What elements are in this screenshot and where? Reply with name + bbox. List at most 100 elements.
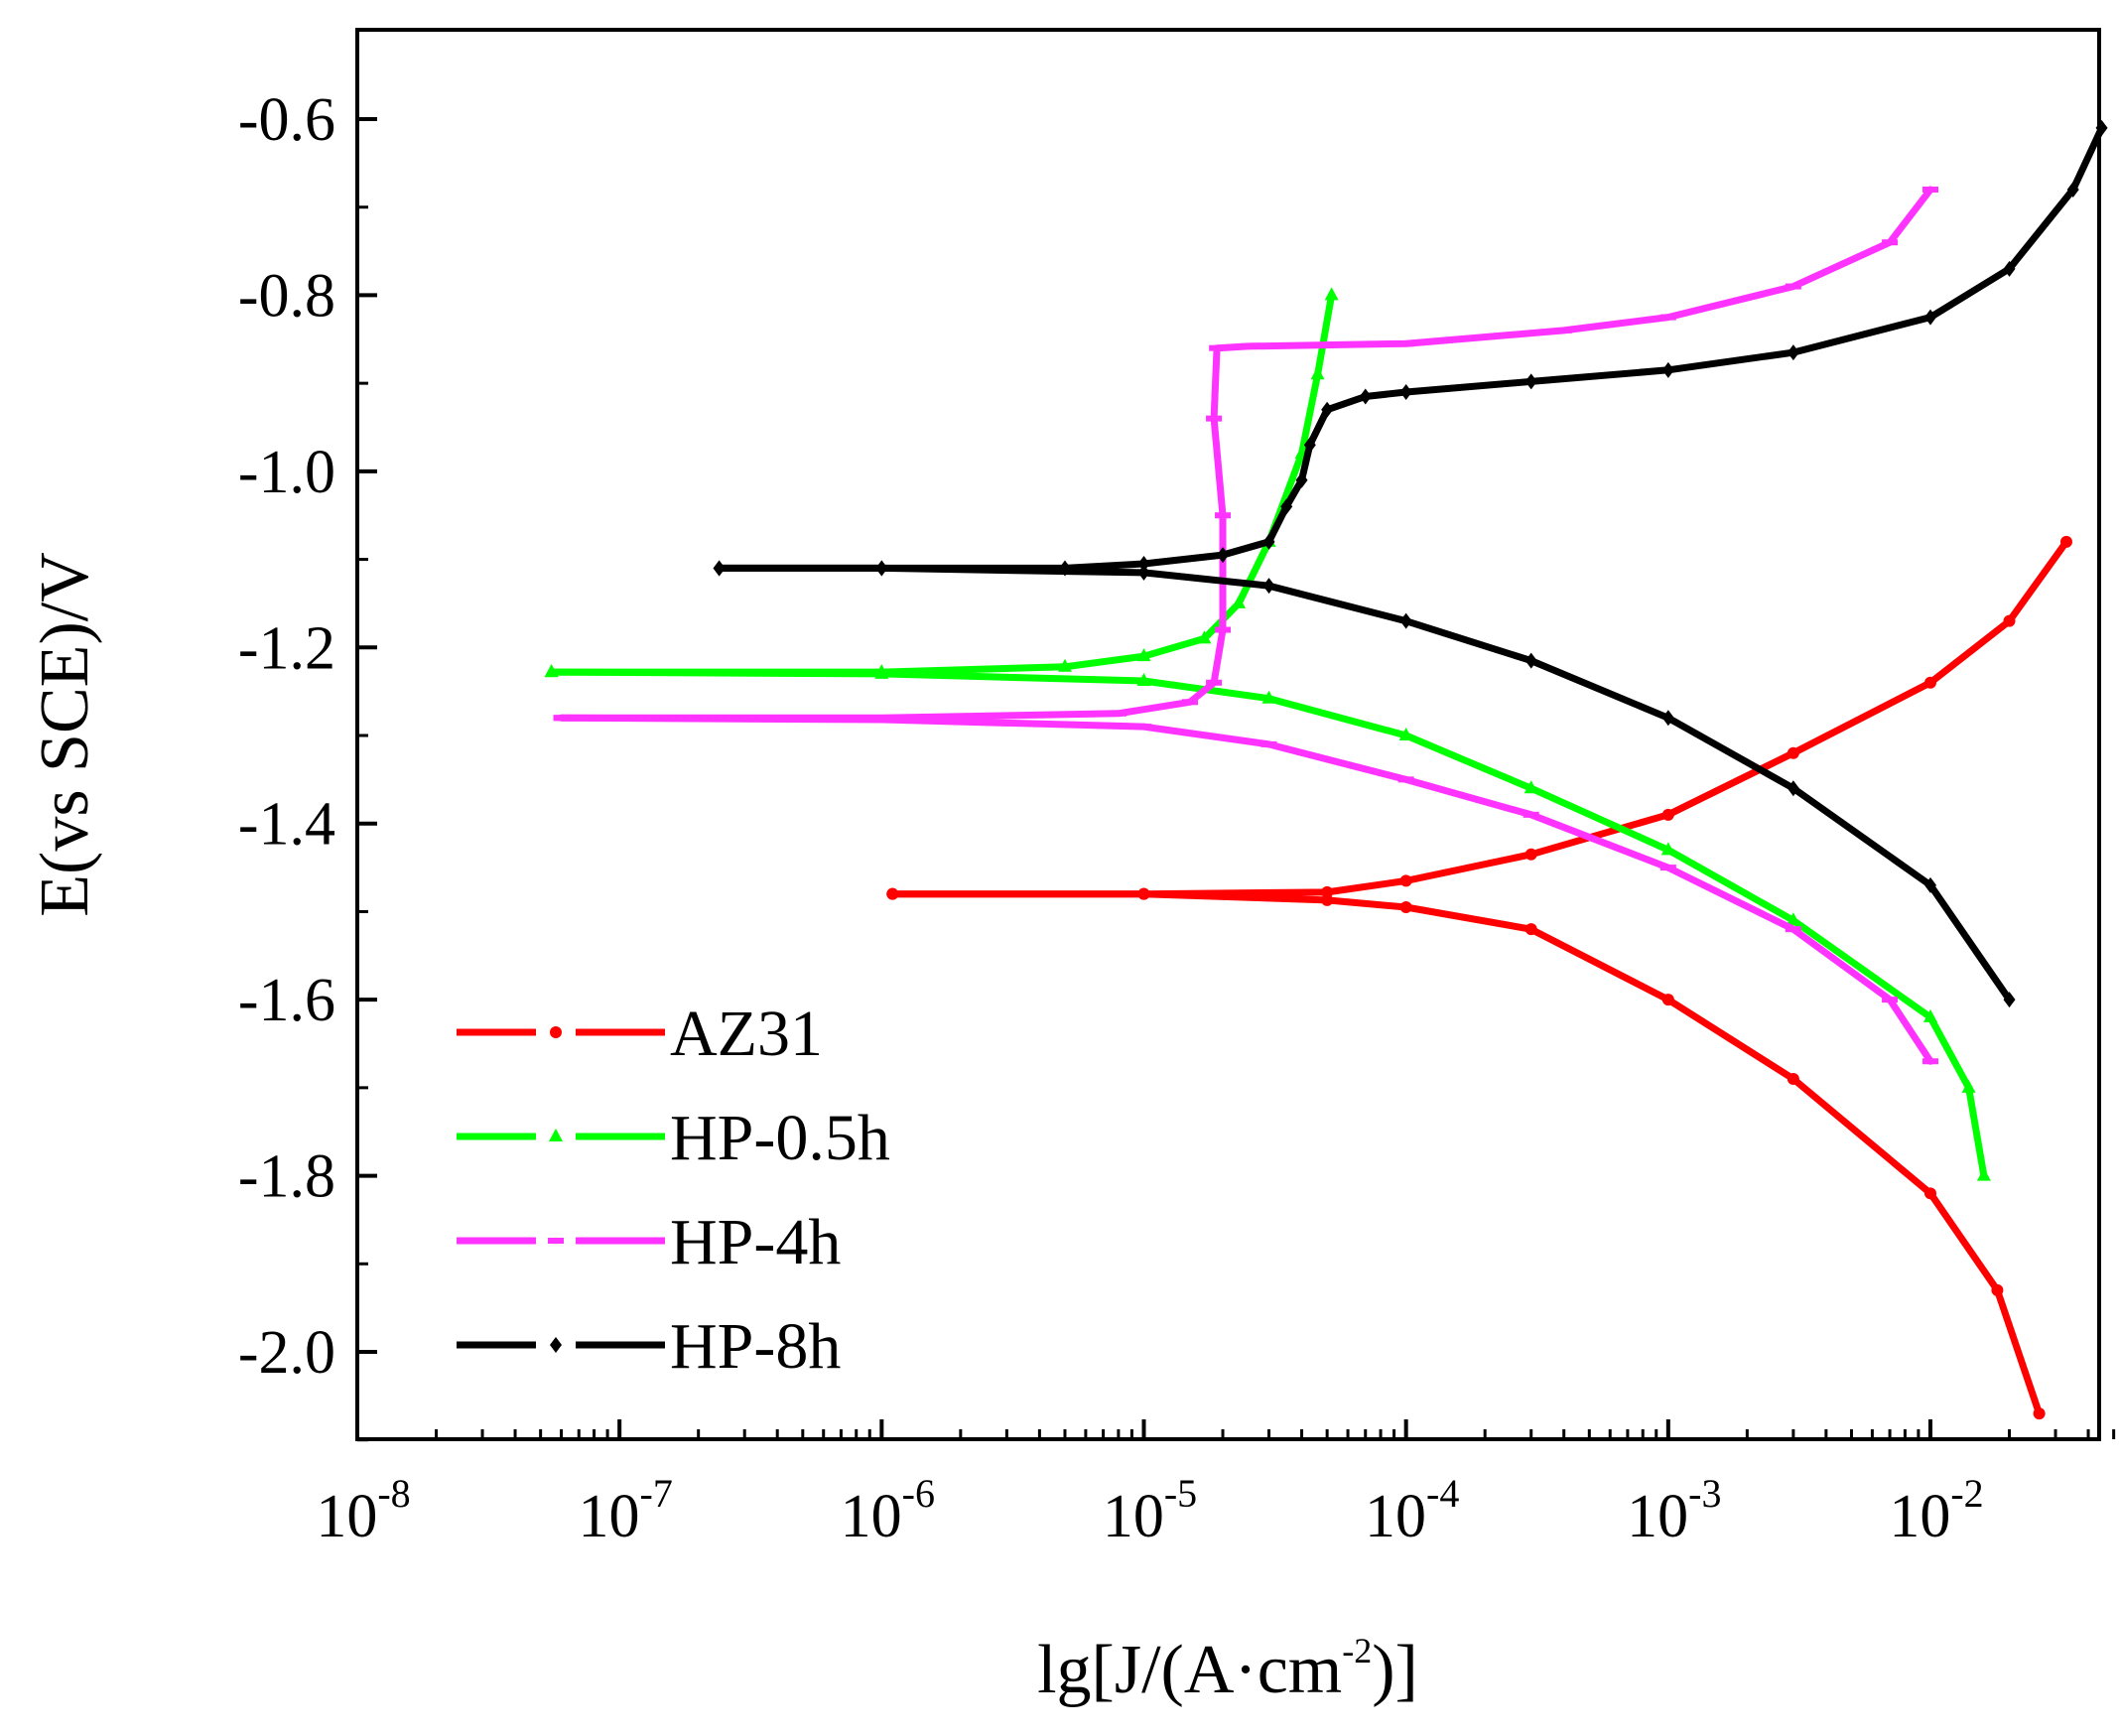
series-line-anodic [716, 124, 2106, 572]
data-point [2003, 614, 2016, 627]
data-point [2033, 1407, 2046, 1420]
legend-marker [550, 1026, 562, 1038]
legend-marker [548, 1238, 564, 1244]
x-tick-labels: 10-8 10-7 10-6 10-5 10-4 10-3 10-2 [316, 1471, 1983, 1550]
data-point [1922, 186, 1938, 193]
data-point [886, 887, 899, 900]
series-line-anodic [888, 538, 2070, 898]
data-point [1397, 340, 1414, 347]
data-point [1321, 401, 1334, 418]
data-point [874, 665, 889, 679]
data-point [1262, 578, 1275, 595]
x-tick-label: 10-2 [1889, 1471, 1983, 1550]
data-point [1882, 239, 1899, 246]
data-point [1787, 1072, 1799, 1085]
data-point [1882, 997, 1899, 1003]
data-point [1136, 648, 1151, 662]
data-point [2059, 535, 2072, 548]
data-point [1661, 994, 1674, 1006]
data-point [1215, 512, 1232, 519]
legend-item: AZ31 [457, 998, 823, 1070]
y-tick-label: -0.8 [238, 262, 335, 330]
data-point [1206, 679, 1223, 686]
legend-label: HP-8h [670, 1310, 841, 1383]
data-point [1787, 344, 1799, 361]
data-point [1922, 1058, 1938, 1065]
data-point [1924, 676, 1936, 689]
y-axis-title: E(vs SCE)/V [27, 552, 103, 917]
data-point [1321, 893, 1334, 906]
data-point [1209, 344, 1226, 351]
y-tick-label: -1.6 [238, 967, 335, 1034]
data-point [1659, 865, 1676, 871]
data-point [1182, 699, 1199, 706]
legend-item: HP-0.5h [457, 1102, 890, 1174]
data-point [1523, 780, 1538, 794]
x-axis-title: lg[J/(A·cm-2)] [1037, 1631, 1418, 1708]
x-axis-title-tail: )] [1372, 1632, 1418, 1708]
y-tick-label: -1.4 [238, 791, 335, 859]
data-point [1359, 388, 1372, 405]
legend-label: AZ31 [670, 998, 823, 1070]
y-tick-label: -1.2 [238, 614, 335, 682]
legend-marker [550, 1337, 562, 1353]
data-point [1197, 630, 1212, 644]
series-HP-8h [713, 119, 2108, 1008]
x-tick-label: 10-6 [841, 1471, 935, 1550]
legend-label: HP-4h [670, 1206, 841, 1278]
data-point [1524, 923, 1537, 936]
data-point [1399, 874, 1412, 887]
legend-marker [549, 1129, 563, 1141]
data-point [2003, 992, 2016, 1008]
data-point [2095, 119, 2108, 136]
data-point [1217, 547, 1230, 564]
series-AZ31 [886, 535, 2072, 1420]
data-point [1295, 471, 1308, 488]
data-point [1924, 876, 1936, 893]
series-HP-4h [553, 186, 1938, 1065]
data-point [1399, 384, 1412, 401]
data-point [1787, 746, 1799, 759]
data-point [1661, 361, 1674, 378]
data-point [1137, 556, 1150, 573]
plot-frame [355, 28, 2101, 1441]
series-layer [544, 119, 2108, 1420]
y-tick-label: -1.8 [238, 1143, 335, 1211]
data-point [1923, 1008, 1937, 1022]
data-point [1785, 283, 1801, 290]
x-tick-label: 10-4 [1365, 1471, 1459, 1550]
y-tick-label: -2.0 [238, 1319, 335, 1387]
y-tick-label: -0.6 [238, 86, 335, 154]
data-point [1310, 366, 1325, 380]
data-point [553, 715, 570, 722]
series-line-cathodic [888, 890, 2044, 1417]
x-tick-label: 10-3 [1627, 1471, 1721, 1550]
data-point [1523, 811, 1539, 818]
y-tick-labels: -0.6 -0.8 -1.0 -1.2 -1.4 -1.6 -1.8 -2.0 [238, 86, 335, 1387]
data-point [1555, 327, 1572, 334]
series-line-cathodic [558, 714, 1934, 1065]
data-point [873, 717, 890, 724]
data-point [1661, 710, 1674, 727]
data-point [1660, 842, 1675, 856]
data-point [1524, 373, 1537, 390]
data-point [1661, 808, 1674, 821]
x-axis-title-main: lg[J/(A·cm [1037, 1632, 1342, 1708]
data-point [1303, 437, 1316, 454]
x-tick-label: 10-8 [316, 1471, 410, 1550]
data-point [1206, 415, 1223, 422]
data-point [1976, 1167, 1991, 1181]
data-point [1110, 710, 1126, 717]
data-point [1787, 780, 1799, 797]
data-point [1215, 626, 1232, 633]
data-point [1137, 887, 1150, 900]
axis-ticks [355, 117, 2116, 1442]
series-line-cathodic [716, 564, 2013, 1003]
data-point [1260, 740, 1277, 747]
legend-label: HP-0.5h [670, 1102, 890, 1174]
data-point [1136, 672, 1151, 686]
data-point [1524, 652, 1537, 669]
data-point [2003, 260, 2016, 277]
legend-item: HP-8h [457, 1310, 841, 1383]
